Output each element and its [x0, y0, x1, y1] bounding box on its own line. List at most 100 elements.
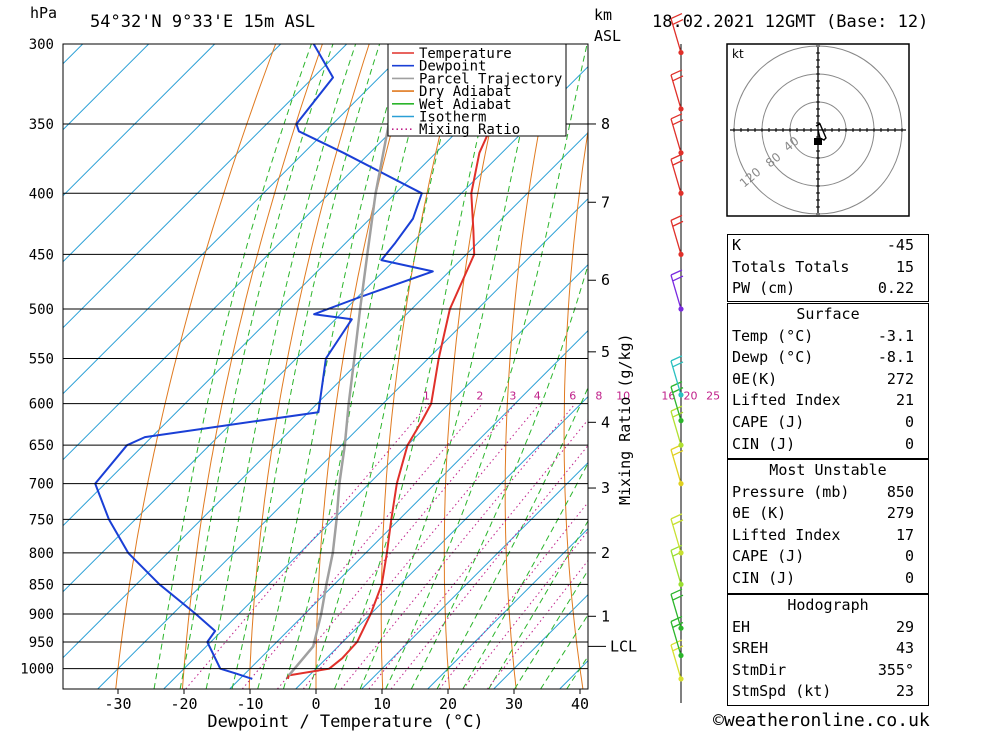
surface-panel: Surface Temp (°C) -3.1 Dewp (°C) -8.1 θE(K) 27…: [727, 303, 929, 459]
wet-adiabat-line: [410, 263, 588, 689]
pressure-tick-label: 900: [29, 607, 54, 623]
legend-entry: Dry Adiabat: [419, 84, 512, 100]
wind-barb: [670, 269, 684, 312]
pressure-tick-label: 500: [29, 302, 54, 318]
isotherm-line: [63, 44, 414, 395]
index-label: StmSpd (kt): [732, 682, 832, 701]
index-value: 850: [886, 482, 914, 501]
dry-adiabat-line: [248, 44, 370, 689]
mixing-ratio-line: [368, 419, 588, 689]
pressure-tick-label: 550: [29, 351, 54, 367]
mixing-ratio-label: 6: [569, 390, 576, 403]
hodograph-trace: [815, 123, 827, 141]
mixing-ratio-label: 25: [706, 390, 720, 403]
wet-adiabat-line: [282, 44, 435, 689]
index-row: CIN (J) 0: [728, 568, 928, 590]
x-tick-label: -10: [236, 695, 263, 713]
index-value: 43: [895, 639, 914, 658]
isotherm-line: [97, 197, 588, 689]
isotherm-line: [229, 329, 588, 689]
wind-barb: [670, 113, 684, 156]
wet-adiabat-line: [334, 44, 501, 689]
basic-indices-panel: K -45 Totals Totals 15 PW (cm) 0.22: [727, 234, 929, 302]
isotherm-line: [63, 44, 216, 197]
mixing-ratio-label: 4: [534, 390, 541, 403]
index-label: CAPE (J): [732, 412, 805, 431]
isotherm-line: [163, 263, 588, 689]
mixing-ratio-line: [340, 403, 576, 689]
x-tick-label: -30: [104, 695, 131, 713]
wind-barb: [670, 69, 684, 112]
index-row: Temp (°C) -3.1: [728, 326, 928, 348]
mixing-ratio-line: [302, 403, 541, 689]
index-row: CAPE (J) 0: [728, 546, 928, 568]
pressure-tick-label: 750: [29, 512, 54, 528]
x-tick-label: -20: [170, 695, 197, 713]
wet-adiabat-line: [359, 44, 542, 689]
index-value: 355°: [877, 660, 914, 679]
temperature-series: [286, 44, 537, 680]
index-row: θE(K) 272: [728, 369, 928, 391]
pressure-tick-label: 300: [29, 37, 54, 53]
pressure-tick-label: 400: [29, 186, 54, 202]
pressure-tick-label: 350: [29, 117, 54, 133]
km-tick-label: 3: [601, 479, 610, 497]
index-row: Lifted Index 21: [728, 390, 928, 412]
pressure-tick-label: 650: [29, 438, 54, 454]
km-tick-label: 8: [601, 115, 610, 133]
mixing-ratio-axis-label: Mixing Ratio (g/kg): [616, 333, 634, 505]
index-label: Temp (°C): [732, 326, 814, 345]
index-row: SREH 43: [728, 638, 928, 660]
index-label: StmDir: [732, 660, 787, 679]
wind-barb: [670, 12, 684, 56]
panel-title: Hodograph: [787, 596, 869, 614]
index-label: Totals Totals: [732, 257, 850, 276]
index-row: StmSpd (kt) 23: [728, 681, 928, 703]
index-row: Lifted Index 17: [728, 525, 928, 547]
storm-motion-marker: [814, 138, 822, 145]
dry-adiabat-line: [315, 44, 417, 689]
pressure-tick-label: 600: [29, 397, 54, 413]
panel-title: Surface: [796, 305, 860, 323]
mixing-ratio-label: 16: [661, 390, 675, 403]
pressure-tick-label: 700: [29, 477, 54, 493]
wet-adiabat-line: [308, 44, 466, 689]
isotherm-line: [63, 44, 480, 461]
wind-barb: [670, 588, 684, 631]
isotherm-line: [63, 44, 348, 329]
index-label: K: [732, 236, 742, 254]
x-tick-label: 20: [439, 695, 457, 713]
height-unit-asl: ASL: [594, 27, 622, 45]
km-tick-label: 4: [601, 413, 610, 431]
x-tick-label: 10: [373, 695, 391, 713]
legend-entry: Isotherm: [419, 110, 486, 126]
wet-adiabat-line: [257, 44, 406, 689]
isotherm-line: [0, 44, 17, 689]
wind-barb: [670, 444, 684, 487]
km-tick-label: 6: [601, 271, 610, 289]
wet-adiabat-line: [231, 44, 381, 689]
isotherm-line: [63, 44, 282, 263]
isotherm-line: [63, 44, 546, 527]
pressure-tick-label: 1000: [20, 662, 54, 678]
x-axis-label: Dewpoint / Temperature (°C): [207, 712, 483, 732]
index-label: EH: [732, 617, 751, 636]
dry-adiabat-line: [931, 44, 1000, 689]
hodograph-indices-panel: Hodograph EH 29 SREH 43 StmDir 355° StmSpd (kt)…: [727, 594, 929, 706]
wet-adiabat-line: [385, 44, 588, 689]
index-row: CIN (J) 0: [728, 434, 928, 456]
index-value: 17: [895, 525, 914, 544]
wind-barb: [670, 615, 684, 659]
panel-title: Most Unstable: [769, 461, 887, 479]
mixing-ratio-line: [390, 444, 588, 689]
index-label: Lifted Index: [732, 391, 841, 410]
wind-barb: [670, 381, 684, 424]
x-tick-label: 40: [571, 695, 589, 713]
height-unit: km: [594, 6, 613, 24]
x-tick-label: 0: [311, 695, 320, 713]
index-value: 0: [904, 568, 914, 587]
index-row: Pressure (mb) 850: [728, 482, 928, 504]
most-unstable-panel: Most Unstable Pressure (mb) 850 θE (K) 279 Li…: [727, 459, 929, 594]
mixing-ratio-label: 10: [616, 390, 630, 403]
